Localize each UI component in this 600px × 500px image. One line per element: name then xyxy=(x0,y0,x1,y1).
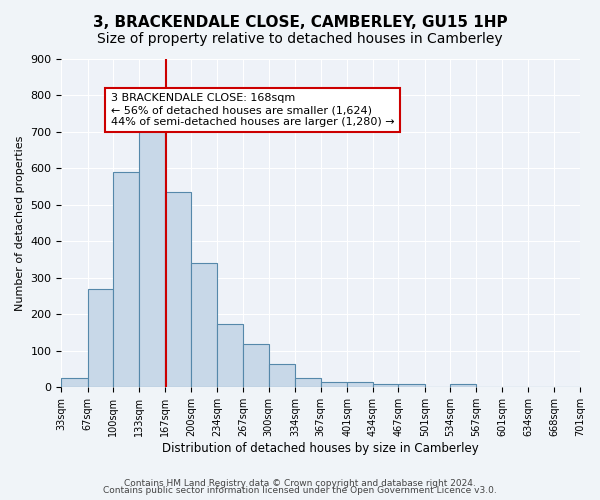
Y-axis label: Number of detached properties: Number of detached properties xyxy=(15,136,25,311)
Text: 3, BRACKENDALE CLOSE, CAMBERLEY, GU15 1HP: 3, BRACKENDALE CLOSE, CAMBERLEY, GU15 1H… xyxy=(92,15,508,30)
Bar xyxy=(139,121,166,388)
Bar xyxy=(61,378,88,388)
Bar xyxy=(295,378,321,388)
Bar xyxy=(217,324,243,388)
Text: Contains public sector information licensed under the Open Government Licence v3: Contains public sector information licen… xyxy=(103,486,497,495)
Bar xyxy=(191,264,217,388)
Bar xyxy=(347,382,373,388)
X-axis label: Distribution of detached houses by size in Camberley: Distribution of detached houses by size … xyxy=(163,442,479,455)
Bar xyxy=(88,289,113,388)
Text: Contains HM Land Registry data © Crown copyright and database right 2024.: Contains HM Land Registry data © Crown c… xyxy=(124,478,476,488)
Bar xyxy=(373,384,398,388)
Bar xyxy=(451,384,476,388)
Bar xyxy=(243,344,269,388)
Bar xyxy=(113,172,139,388)
Bar xyxy=(269,364,295,388)
Bar xyxy=(398,384,425,388)
Bar xyxy=(166,192,191,388)
Text: Size of property relative to detached houses in Camberley: Size of property relative to detached ho… xyxy=(97,32,503,46)
Bar xyxy=(321,382,347,388)
Text: 3 BRACKENDALE CLOSE: 168sqm
← 56% of detached houses are smaller (1,624)
44% of : 3 BRACKENDALE CLOSE: 168sqm ← 56% of det… xyxy=(110,94,394,126)
